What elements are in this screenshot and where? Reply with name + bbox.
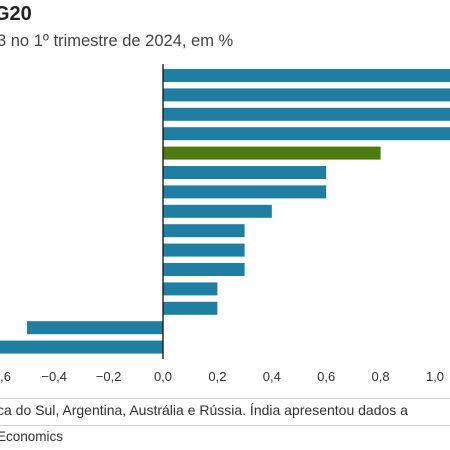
- x-tick-label: −0,2: [96, 369, 122, 384]
- bar: [163, 204, 272, 218]
- bar: [163, 107, 450, 121]
- bar: [163, 282, 218, 296]
- bar: [163, 263, 245, 276]
- bar: [163, 185, 327, 199]
- bar: [163, 301, 218, 315]
- bar-chart: -0,6 −0,4 −0,2 0,0 0,2 0,4 0,6 0,8 1,0: [0, 64, 450, 384]
- bar: [27, 321, 163, 335]
- bar: [163, 69, 450, 82]
- bar: [163, 243, 245, 257]
- x-tick-label: −0,4: [41, 369, 67, 384]
- footnote: ca do Sul, Argentina, Austrália e Rússia…: [0, 402, 408, 418]
- bar: [163, 224, 245, 238]
- source-text: Economics: [0, 429, 64, 444]
- bar: [163, 166, 327, 179]
- chart-title: G20: [0, 3, 32, 25]
- x-tick-label: 0,6: [317, 369, 335, 384]
- x-tick-label: 0,4: [263, 369, 281, 384]
- chart-subtitle: 3 no 1º trimestre de 2024, em %: [0, 32, 234, 50]
- x-tick-label: 0,0: [154, 369, 172, 384]
- footer-divider: [0, 398, 450, 399]
- x-tick-label: 0,8: [372, 369, 390, 384]
- source-divider: [0, 425, 450, 426]
- bar-highlight: [163, 146, 381, 160]
- x-tick-label: -0,6: [0, 369, 11, 384]
- x-tick-label: 1,0: [426, 369, 444, 384]
- bar: [163, 88, 450, 102]
- bar: [0, 340, 163, 354]
- x-tick-label: 0,2: [208, 369, 226, 384]
- bar: [163, 127, 450, 141]
